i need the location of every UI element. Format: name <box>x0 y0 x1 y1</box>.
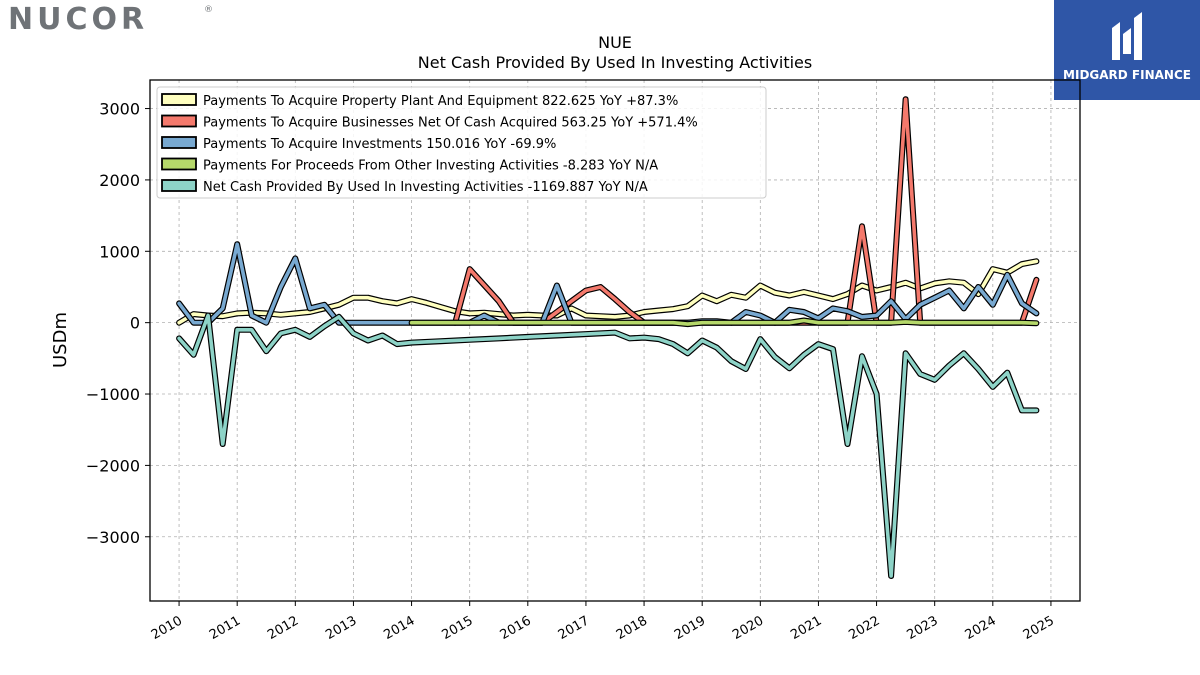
x-tick-label: 2010 <box>149 613 185 643</box>
chart-title: NUE <box>598 33 632 52</box>
legend: Payments To Acquire Property Plant And E… <box>156 86 767 199</box>
y-tick-label: 1000 <box>99 242 140 261</box>
x-tick-label: 2024 <box>963 613 999 643</box>
registered-mark: ® <box>204 5 213 15</box>
midgard-logo-icon <box>1112 12 1142 60</box>
legend-swatch <box>161 93 197 106</box>
partner-badge: MIDGARD FINANCE <box>1054 0 1200 100</box>
legend-swatch <box>161 179 197 192</box>
x-tick-label: 2020 <box>730 613 766 643</box>
series-payments-for-proceeds-from-other-investing-activities <box>408 317 1040 328</box>
series-line <box>177 313 1039 578</box>
legend-label: Payments To Acquire Investments 150.016 … <box>203 137 556 152</box>
y-tick-label: 2000 <box>99 171 140 190</box>
x-tick-label: 2023 <box>905 613 941 643</box>
company-logo-text: NUCOR <box>8 2 149 37</box>
x-tick-label: 2011 <box>207 613 243 643</box>
x-tick-label: 2022 <box>846 613 882 643</box>
x-tick-label: 2016 <box>498 613 534 643</box>
x-tick-label: 2014 <box>381 613 417 643</box>
x-tick-label: 2019 <box>672 613 708 643</box>
legend-item: Payments For Proceeds From Other Investi… <box>161 157 658 174</box>
partner-badge-text: MIDGARD FINANCE <box>1063 68 1191 82</box>
legend-item: Payments To Acquire Investments 150.016 … <box>161 136 556 152</box>
legend-label: Payments To Acquire Businesses Net Of Ca… <box>203 116 698 131</box>
x-tick-label: 2015 <box>440 613 476 643</box>
series-net-cash-provided-by-used-in-investing-activities <box>176 312 1040 579</box>
series-line <box>409 318 1039 326</box>
x-tick-label: 2013 <box>323 613 359 643</box>
y-tick-label: −3000 <box>86 528 140 547</box>
legend-item: Payments To Acquire Businesses Net Of Ca… <box>161 114 698 131</box>
y-tick-label: 0 <box>130 314 140 333</box>
legend-label: Net Cash Provided By Used In Investing A… <box>203 180 648 195</box>
x-tick-label: 2018 <box>614 613 650 643</box>
plot-frame <box>149 79 1081 602</box>
y-tick-label: −2000 <box>86 456 140 475</box>
legend-box <box>156 86 767 199</box>
legend-swatch <box>161 136 197 149</box>
y-axis-label: USDm <box>50 312 71 368</box>
legend-swatch <box>161 114 197 128</box>
x-tick-label: 2017 <box>556 613 592 643</box>
legend-item: Net Cash Provided By Used In Investing A… <box>161 179 648 195</box>
series-lines <box>176 96 1040 579</box>
y-tick-label: −1000 <box>86 385 140 404</box>
y-tick-label: 3000 <box>99 100 140 119</box>
x-tick-label: 2025 <box>1021 613 1057 643</box>
legend-label: Payments To Acquire Property Plant And E… <box>203 94 678 109</box>
legend-label: Payments For Proceeds From Other Investi… <box>203 159 658 174</box>
chart-subtitle: Net Cash Provided By Used In Investing A… <box>418 53 812 72</box>
x-tick-label: 2012 <box>265 613 301 643</box>
x-tick-label: 2021 <box>788 613 824 643</box>
legend-swatch <box>161 157 197 171</box>
legend-item: Payments To Acquire Property Plant And E… <box>161 93 678 109</box>
